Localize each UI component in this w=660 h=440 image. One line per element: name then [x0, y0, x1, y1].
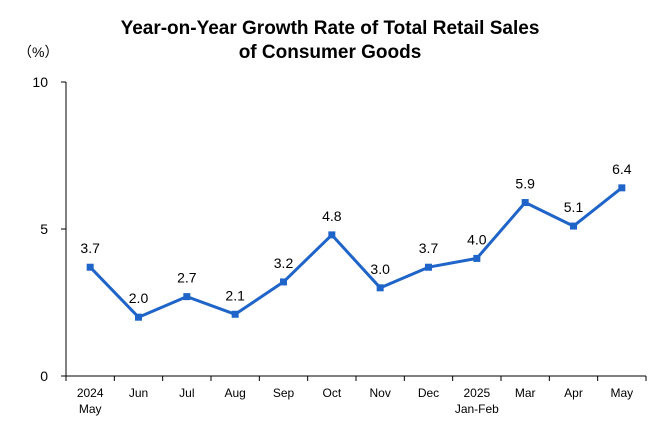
x-tick-label: Jun — [129, 386, 148, 400]
x-tick-label: Dec — [418, 386, 439, 400]
series-line — [89, 186, 623, 319]
chart-title-line-2: of Consumer Goods — [238, 42, 422, 63]
data-point — [280, 278, 287, 286]
x-tick-label: 2025 — [463, 386, 490, 400]
data-label: 5.1 — [564, 199, 584, 215]
data-point — [425, 263, 432, 271]
data-point — [376, 284, 384, 292]
data-label: 3.7 — [419, 240, 439, 256]
data-point — [473, 254, 481, 262]
data-label: 4.0 — [467, 231, 487, 247]
chart-title-line-1: Year-on-Year Growth Rate of Total Retail… — [120, 18, 540, 39]
x-tick-label: Nov — [369, 386, 390, 400]
data-label: 6.4 — [612, 161, 632, 177]
data-point — [86, 263, 94, 271]
data-label: 2.7 — [177, 270, 197, 286]
data-point — [328, 231, 336, 239]
x-tick-label: Aug — [224, 386, 245, 400]
y-tick-label: 0 — [40, 368, 48, 384]
y-axis-unit-label: （%） — [18, 44, 59, 60]
data-label: 3.7 — [80, 240, 100, 256]
y-tick-label: 10 — [32, 74, 48, 90]
data-label: 2.0 — [129, 290, 149, 306]
x-tick-label: Apr — [564, 386, 583, 400]
data-point — [521, 199, 529, 207]
data-label: 2.1 — [225, 287, 245, 303]
data-point — [618, 184, 626, 192]
data-point — [183, 293, 191, 301]
data-label: 3.2 — [274, 255, 294, 271]
x-tick-label: Sep — [273, 386, 295, 400]
x-tick-label: 2024 — [77, 386, 104, 400]
data-label: 5.9 — [515, 176, 535, 192]
data-point — [570, 222, 577, 230]
x-tick-label: Mar — [515, 386, 536, 400]
data-label: 4.8 — [322, 208, 342, 224]
data-point — [231, 310, 239, 318]
data-point — [135, 313, 142, 321]
x-tick-label: Jul — [179, 386, 194, 400]
data-label: 3.0 — [370, 261, 390, 277]
x-tick-label-secondary: Jan-Feb — [455, 402, 499, 416]
x-tick-label-secondary: May — [79, 402, 102, 416]
x-tick-label: Oct — [322, 386, 341, 400]
x-tick-label: May — [610, 386, 633, 400]
y-tick-label: 5 — [40, 221, 48, 237]
